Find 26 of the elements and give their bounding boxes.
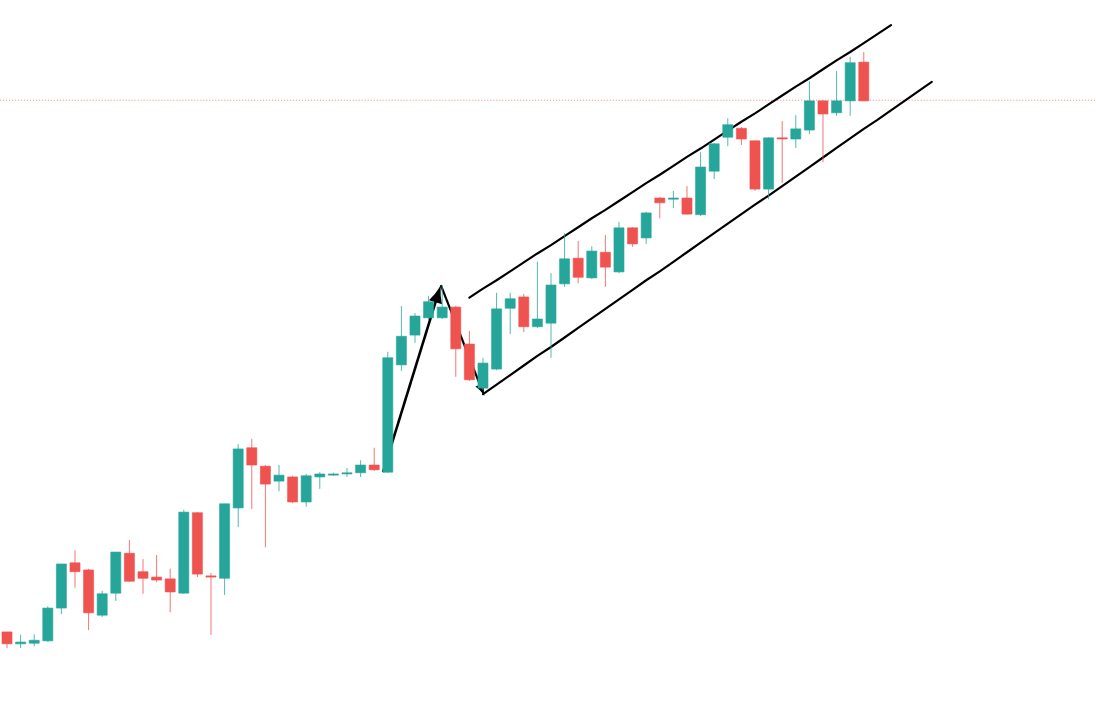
candlestick	[831, 70, 842, 117]
candlestick	[722, 117, 734, 147]
candlestick	[205, 572, 217, 636]
candlestick	[341, 467, 353, 478]
candlestick	[15, 634, 26, 649]
candlestick	[151, 554, 162, 583]
candlestick	[69, 549, 81, 589]
candlestick	[776, 120, 788, 184]
candlestick	[681, 185, 693, 216]
candlestick	[368, 447, 380, 472]
candlestick	[314, 471, 326, 490]
candlestick	[668, 190, 679, 209]
candlestick	[532, 261, 543, 329]
candlestick	[423, 295, 434, 321]
candlestick	[409, 312, 421, 344]
candlestick	[627, 226, 638, 248]
candlestick	[137, 558, 149, 595]
candlestick	[572, 240, 584, 284]
candlestick	[600, 234, 611, 288]
candlestick	[790, 114, 802, 149]
candlestick	[246, 438, 258, 510]
candlestick	[273, 464, 285, 492]
candlestick	[164, 568, 176, 613]
candlestick	[260, 464, 271, 548]
candlestick	[96, 590, 108, 618]
candlestick	[504, 292, 516, 335]
